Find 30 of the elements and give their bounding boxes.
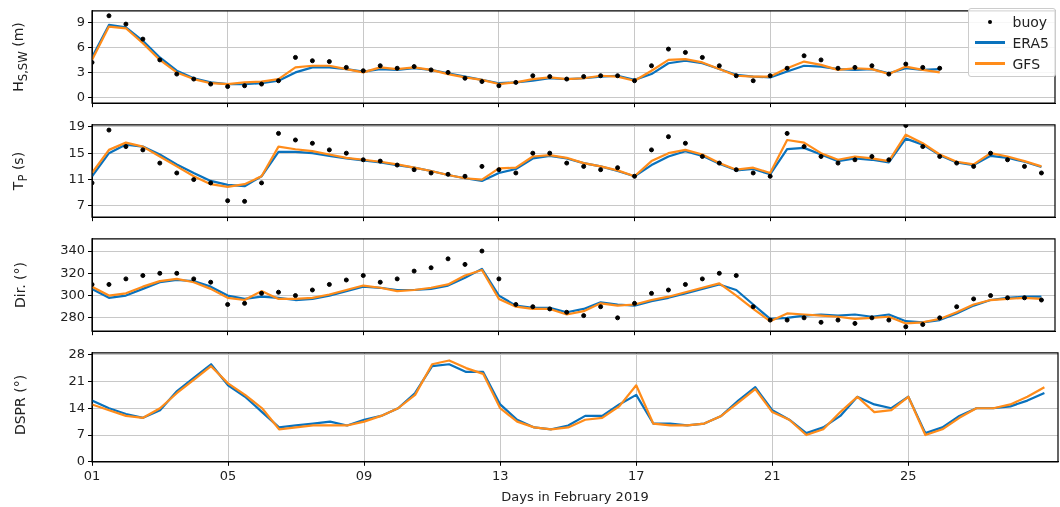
y-tick-label: 15: [68, 144, 85, 160]
y-tick-label: 28: [68, 346, 85, 362]
y-axis-title: Dir. (°): [12, 262, 28, 308]
y-tick-label: 340: [60, 242, 85, 258]
y-tick-label: 3: [76, 63, 85, 79]
legend-label: ERA5: [1012, 34, 1049, 51]
y-tick-label: 9: [76, 13, 85, 29]
legend-label: GFS: [1012, 55, 1041, 72]
y-tick-label: 21: [68, 372, 85, 388]
y-tick-label: 280: [60, 309, 85, 325]
x-tick-label: 05: [219, 467, 237, 483]
x-tick-label: 09: [355, 467, 373, 483]
x-tick-label: 13: [491, 467, 509, 483]
y-tick-label: 0: [76, 88, 85, 104]
x-tick-label: 01: [83, 467, 101, 483]
y-tick-label: 300: [60, 286, 85, 302]
x-tick-label: 21: [764, 467, 781, 483]
y-tick-label: 0: [76, 453, 85, 469]
y-tick-label: 19: [68, 118, 85, 134]
y-tick-label: 320: [60, 264, 85, 280]
x-axis-title: Days in February 2019: [501, 488, 649, 504]
x-tick-label: 17: [627, 467, 645, 483]
y-tick-label: 7: [76, 197, 85, 213]
y-tick-label: 14: [68, 399, 85, 415]
y-tick-label: 11: [68, 170, 85, 186]
y-tick-label: 6: [76, 38, 85, 54]
y-tick-label: 7: [76, 426, 85, 442]
legend-label: buoy: [1012, 13, 1048, 30]
x-tick-label: 25: [900, 467, 917, 483]
y-axis-title: DSPR (°): [12, 374, 28, 435]
